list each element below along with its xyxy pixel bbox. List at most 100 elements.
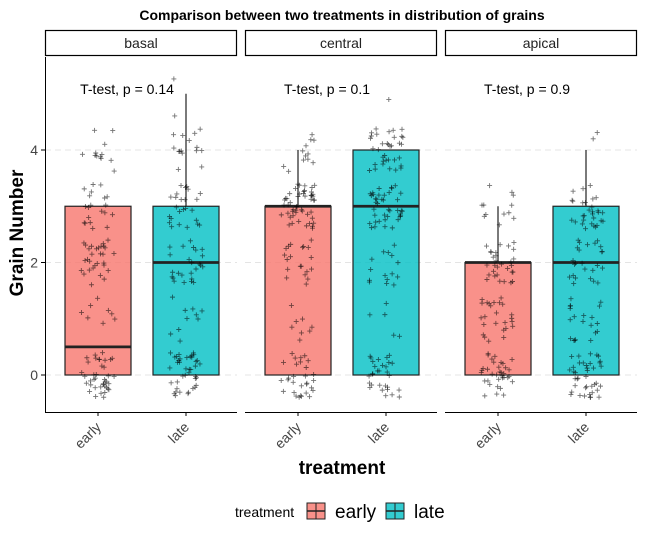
jitter-point xyxy=(106,387,112,393)
jitter-point xyxy=(197,222,203,228)
jitter-point xyxy=(398,165,404,171)
jitter-point xyxy=(193,217,199,223)
jitter-point xyxy=(168,194,174,200)
jitter-point xyxy=(283,245,289,251)
jitter-point xyxy=(587,351,593,357)
jitter-point xyxy=(502,320,508,326)
jitter-point xyxy=(85,205,91,211)
jitter-point xyxy=(176,327,182,333)
jitter-point xyxy=(389,225,395,231)
jitter-point xyxy=(82,204,88,210)
jitter-point xyxy=(81,186,87,192)
jitter-point xyxy=(482,314,488,320)
jitter-point xyxy=(600,218,606,224)
jitter-point xyxy=(194,375,200,381)
jitter-point xyxy=(497,278,503,284)
jitter-point xyxy=(598,363,604,369)
jitter-point xyxy=(176,222,182,228)
jitter-point xyxy=(583,363,589,369)
jitter-point xyxy=(301,244,307,250)
jitter-point xyxy=(284,256,290,262)
jitter-point xyxy=(583,374,589,380)
jitter-point xyxy=(287,191,293,197)
jitter-point xyxy=(290,213,296,219)
ttest-annotation: T-test, p = 0.9 xyxy=(484,81,570,97)
jitter-point xyxy=(572,383,578,389)
jitter-point xyxy=(373,219,379,225)
jitter-point xyxy=(498,370,504,376)
jitter-point xyxy=(171,132,177,138)
y-axis: 0 2 4 xyxy=(30,57,46,412)
jitter-point xyxy=(589,204,595,210)
box-early xyxy=(464,261,532,376)
jitter-point xyxy=(167,244,173,250)
jitter-point xyxy=(280,388,286,394)
jitter-point xyxy=(297,359,303,365)
jitter-point xyxy=(488,303,494,309)
jitter-point xyxy=(192,130,198,136)
jitter-point xyxy=(298,355,304,361)
jitter-point xyxy=(599,248,605,254)
jitter-point xyxy=(493,253,499,259)
jitter-point xyxy=(197,361,203,367)
jitter-point xyxy=(99,363,105,369)
jitter-point xyxy=(493,320,499,326)
jitter-point xyxy=(309,185,315,191)
jitter-point xyxy=(199,308,205,314)
jitter-point xyxy=(295,194,301,200)
jitter-point xyxy=(386,207,392,213)
jitter-point xyxy=(281,163,287,169)
jitter-point xyxy=(490,254,496,260)
jitter-point xyxy=(487,382,493,388)
jitter-point xyxy=(290,207,296,213)
jitter-point xyxy=(102,141,108,147)
jitter-point xyxy=(308,209,314,215)
jitter-point xyxy=(310,160,316,166)
jitter-point xyxy=(296,182,302,188)
jitter-point xyxy=(387,208,393,214)
jitter-point xyxy=(186,370,192,376)
jitter-point xyxy=(180,207,186,213)
jitter-point xyxy=(371,206,377,212)
jitter-point xyxy=(497,369,503,375)
jitter-point xyxy=(491,359,497,365)
jitter-point xyxy=(376,368,382,374)
jitter-point xyxy=(594,263,600,269)
jitter-point xyxy=(83,380,89,386)
jitter-point xyxy=(493,310,499,316)
jitter-point xyxy=(400,134,406,140)
y-tick-label: 4 xyxy=(30,142,38,158)
jitter-point xyxy=(285,202,291,208)
jitter-point xyxy=(582,200,588,206)
jitter-point xyxy=(293,209,299,215)
jitter-point xyxy=(511,240,517,246)
jitter-point xyxy=(501,335,507,341)
jitter-point xyxy=(85,359,91,365)
jitter-point xyxy=(372,166,378,172)
jitter-point xyxy=(81,271,87,277)
jitter-point xyxy=(569,197,575,203)
jitter-point xyxy=(82,258,88,264)
strip-label: central xyxy=(320,35,362,51)
jitter-point xyxy=(479,202,485,208)
jitter-point xyxy=(589,383,595,389)
jitter-point xyxy=(293,318,299,324)
jitter-point xyxy=(586,207,592,213)
jitter-point xyxy=(174,386,180,392)
jitter-point xyxy=(370,146,376,152)
jitter-point xyxy=(197,261,203,267)
jitter-point xyxy=(498,261,504,267)
strip-label: basal xyxy=(124,35,157,51)
x-tick-label: late xyxy=(565,419,592,446)
jitter-point xyxy=(386,359,392,365)
jitter-point xyxy=(591,215,597,221)
jitter-point xyxy=(385,213,391,219)
jitter-point xyxy=(591,365,597,371)
jitter-point xyxy=(292,355,298,361)
jitter-point xyxy=(105,268,111,274)
jitter-point xyxy=(92,352,98,358)
jitter-point xyxy=(587,394,593,400)
jitter-point xyxy=(503,365,509,371)
jitter-point xyxy=(173,204,179,210)
jitter-point xyxy=(598,299,604,305)
